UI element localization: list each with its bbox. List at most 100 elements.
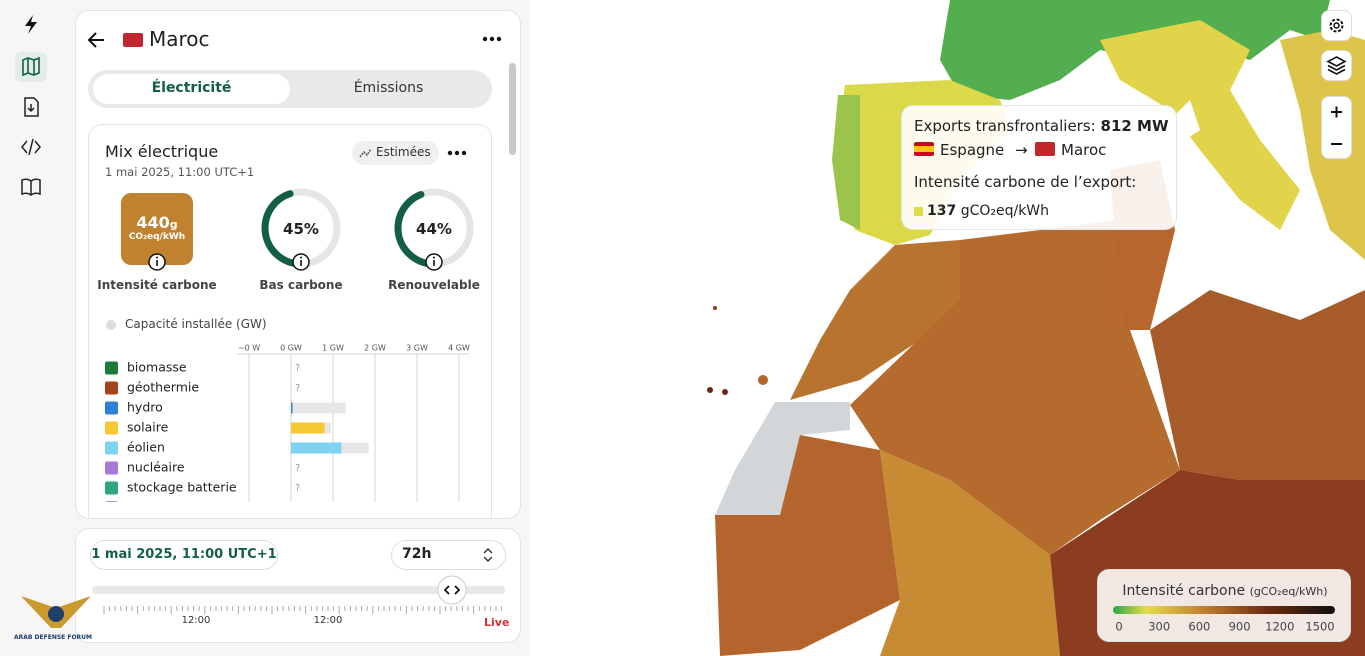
capacity-chart: ~0 W 0 GW 1 GW 2 GW 3 GW 4 GW biomasse ? géother…: [105, 344, 470, 503]
legend-gradient: [1113, 606, 1335, 614]
tooltip-from: Espagne: [940, 141, 1005, 159]
estimated-badge[interactable]: [352, 141, 439, 165]
info-icon-dot: [300, 256, 302, 259]
gauges: [148, 188, 474, 271]
panel: Maroc Électricité Émissions Mix électriq…: [75, 10, 521, 519]
tooltip-intensity: 137 gCO₂eq/kWh: [927, 203, 1049, 219]
unknown-value: ?: [295, 383, 300, 394]
source-icon: [105, 401, 118, 415]
legend: Intensité carbone (gCO₂eq/kWh) 0 300 600 90…: [1097, 569, 1351, 642]
capacity-toggle[interactable]: Capacité installée (GW): [125, 317, 267, 331]
flag-spain: [914, 142, 934, 156]
renewable-caption: Renouvelable: [388, 278, 480, 292]
nav-map-bg[interactable]: [15, 52, 47, 82]
nav-api[interactable]: [21, 138, 41, 156]
legend-scale: 0 300 600 900 1200 1500: [1113, 606, 1335, 634]
watermark: ARAB DEFENSE FORUM: [6, 588, 100, 654]
legend-tick-label: 900: [1229, 620, 1251, 634]
source-name: éolien: [127, 440, 165, 455]
renewable-value: 44%: [416, 220, 452, 238]
estimated-text: Estimées: [376, 145, 431, 159]
timeline-slider[interactable]: [76, 574, 522, 634]
source-icon: [105, 501, 118, 502]
source-name: géothermie: [127, 380, 199, 395]
ci-unit: g: [169, 218, 178, 231]
legend-unit: (gCO₂eq/kWh): [1249, 585, 1328, 598]
capacity-toggle-dot[interactable]: [105, 319, 119, 333]
source-name: stockage hydro: [127, 500, 223, 503]
tooltip-intensity-value: 137: [927, 203, 957, 219]
mix-date: 1 mai 2025, 11:00 UTC+1: [105, 165, 255, 179]
flag-morocco: [123, 33, 143, 47]
nav-download[interactable]: [24, 97, 39, 117]
mali: [880, 450, 1060, 656]
legend-tick-label: 300: [1148, 620, 1170, 634]
settings-button[interactable]: [1321, 10, 1352, 41]
island: [707, 387, 713, 393]
live-label[interactable]: Live: [484, 616, 510, 629]
legend-tick-label: 1500: [1305, 620, 1334, 634]
x-tick-label: 3 GW: [406, 344, 428, 353]
island: [758, 375, 768, 385]
legend-title: Intensité carbone (gCO₂eq/kWh): [1098, 583, 1352, 599]
source-icon: [105, 441, 118, 455]
source-name: biomasse: [127, 360, 187, 375]
zoom-in[interactable]: [1331, 106, 1342, 118]
tab-active-bg: [93, 74, 290, 104]
libya: [1150, 290, 1365, 480]
island: [722, 389, 728, 395]
date-pill[interactable]: [90, 540, 278, 570]
time-label: 12:00: [313, 615, 343, 626]
x-tick-label: 1 GW: [322, 344, 344, 353]
layers-button[interactable]: [1321, 50, 1352, 81]
western-sahara: [715, 402, 850, 515]
source-icon: [105, 361, 118, 375]
tab-emissions[interactable]: Émissions: [353, 80, 424, 96]
info-icon-dot: [433, 256, 435, 259]
info-icon-dot: [156, 256, 158, 259]
slider-knob[interactable]: [437, 575, 467, 605]
tooltip-to: Maroc: [1061, 141, 1107, 159]
nav-bar: [15, 15, 47, 196]
x-tick-label: 0 GW: [280, 344, 302, 353]
more-menu[interactable]: [481, 31, 505, 47]
production-bar: [291, 442, 342, 454]
portugal: [832, 95, 860, 230]
range-select[interactable]: [391, 540, 506, 570]
ci-number: 440: [136, 213, 170, 232]
source-icon: [105, 481, 118, 495]
tooltip-title-text: Exports transfrontaliers:: [914, 117, 1096, 135]
legend-tick-label: 600: [1188, 620, 1210, 634]
capacity-bar: [291, 402, 346, 414]
source-name: solaire: [127, 420, 169, 435]
range-value: 72h: [402, 546, 432, 562]
island: [713, 306, 717, 310]
tab-electricity[interactable]: Électricité: [151, 80, 232, 96]
scrollbar[interactable]: [509, 63, 516, 155]
slider-knob-icon: [443, 585, 461, 595]
source-icon: [105, 381, 118, 395]
nav-map[interactable]: [22, 56, 40, 77]
source-icon: [105, 461, 118, 475]
mauritania: [715, 435, 900, 656]
layers-icon: [1326, 56, 1347, 75]
carbon-intensity-box: [121, 193, 193, 265]
slider-track: [92, 586, 505, 594]
carbon-intensity-value: 440g: [121, 213, 193, 232]
tooltip-unit: gCO₂eq/kWh: [960, 203, 1050, 219]
range-chevron: [483, 548, 493, 562]
tooltip-subtitle: Intensité carbone de l’export:: [914, 173, 1137, 191]
nav-docs[interactable]: [21, 178, 41, 196]
tooltip-title: Exports transfrontaliers: 812 MW: [914, 117, 1169, 135]
nav-live[interactable]: [25, 15, 37, 34]
sardinia: [1170, 100, 1200, 140]
unknown-value: ?: [295, 363, 300, 374]
timeline-date: 1 mai 2025, 11:00 UTC+1: [91, 547, 277, 562]
country-name: Maroc: [149, 27, 210, 51]
back-button[interactable]: [86, 29, 110, 53]
ci-label: Intensité carbone: [97, 278, 217, 292]
low-carbon-value: 45%: [283, 220, 319, 238]
card-menu[interactable]: [446, 145, 470, 161]
production-bar: [291, 402, 293, 414]
